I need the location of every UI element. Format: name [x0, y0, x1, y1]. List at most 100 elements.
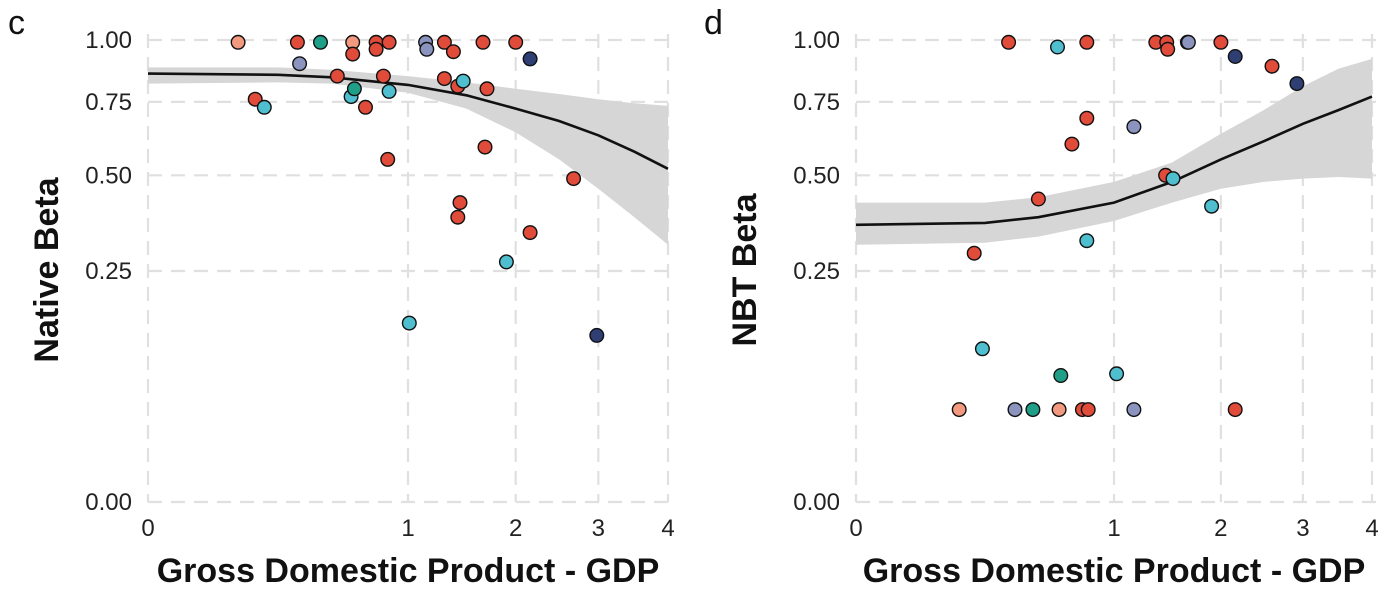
- data-point-c: [230, 34, 246, 50]
- fit-line-c: [147, 72, 669, 170]
- y-tick-label-c: 0.00: [85, 489, 132, 516]
- y-tick-label-d: 0.25: [793, 258, 840, 285]
- y-tick-label-c: 0.25: [85, 258, 132, 285]
- data-point-c: [589, 327, 605, 343]
- data-point-d: [1001, 34, 1017, 50]
- data-point-c: [522, 225, 538, 241]
- data-point-d: [1079, 110, 1095, 126]
- y-tick-label-d: 0.50: [793, 162, 840, 189]
- data-point-d: [1079, 34, 1095, 50]
- data-point-c: [380, 151, 396, 167]
- data-point-d: [1007, 402, 1023, 418]
- data-point-c: [256, 99, 272, 115]
- data-point-d: [1165, 171, 1181, 187]
- data-point-c: [401, 315, 417, 331]
- data-point-d: [966, 245, 982, 261]
- data-point-d: [1064, 136, 1080, 152]
- data-point-d: [1079, 233, 1095, 249]
- data-point-c: [358, 99, 374, 115]
- y-tick-label-d: 0.00: [793, 489, 840, 516]
- data-point-d: [951, 402, 967, 418]
- panel-c: c 0 1 2 3 4 0.00 0.25 0.50 0.75 1.00 Gross Domes…: [8, 4, 675, 590]
- x-axis-title-d: Gross Domestic Product - GDP: [863, 552, 1366, 590]
- x-tick-label-c: 0: [141, 515, 154, 542]
- data-point-d: [1264, 58, 1280, 74]
- panel-label-c: c: [8, 4, 25, 42]
- data-point-d: [1126, 119, 1142, 135]
- data-point-d: [1126, 402, 1142, 418]
- data-point-c: [381, 83, 397, 99]
- y-tick-labels-d: 0.00 0.25 0.50 0.75 1.00: [793, 27, 840, 516]
- confidence-band-area-d: [856, 58, 1372, 245]
- data-point-c: [345, 46, 361, 62]
- confidence-band-area-c: [148, 67, 668, 245]
- data-point-c: [375, 68, 391, 84]
- data-point-c: [289, 34, 305, 50]
- x-tick-labels-d: 0 1 2 3 4: [849, 515, 1378, 542]
- data-point-d: [1213, 34, 1229, 50]
- data-point-c: [566, 171, 582, 187]
- y-tick-label-c: 0.50: [85, 162, 132, 189]
- points-d: [951, 34, 1305, 418]
- x-axis-title-c: Gross Domestic Product - GDP: [157, 552, 660, 590]
- data-point-d: [1030, 191, 1046, 207]
- fit-curve-d: [855, 95, 1373, 227]
- points-c: [230, 34, 605, 343]
- data-point-c: [522, 51, 538, 67]
- y-tick-label-c: 0.75: [85, 89, 132, 116]
- data-point-d: [974, 341, 990, 357]
- data-point-c: [292, 56, 308, 72]
- x-tick-labels-c: 0 1 2 3 4: [141, 515, 674, 542]
- data-point-c: [419, 41, 435, 57]
- data-point-c: [381, 34, 397, 50]
- x-tick-label-d: 4: [1365, 515, 1378, 542]
- data-point-c: [477, 139, 493, 155]
- data-point-d: [1025, 402, 1041, 418]
- y-tick-label-c: 1.00: [85, 27, 132, 54]
- data-point-c: [508, 34, 524, 50]
- y-tick-label-d: 1.00: [793, 27, 840, 54]
- data-point-d: [1180, 34, 1196, 50]
- x-tick-label-d: 2: [1214, 515, 1227, 542]
- data-point-c: [436, 34, 452, 50]
- data-point-d: [1289, 76, 1305, 92]
- data-point-d: [1227, 402, 1243, 418]
- data-point-c: [498, 254, 514, 270]
- y-tick-label-d: 0.75: [793, 89, 840, 116]
- data-point-c: [329, 68, 345, 84]
- x-tick-label-d: 0: [849, 515, 862, 542]
- data-point-c: [475, 34, 491, 50]
- data-point-d: [1053, 368, 1069, 384]
- data-point-c: [479, 81, 495, 97]
- confidence-band-d: [856, 58, 1372, 245]
- x-tick-label-c: 3: [592, 515, 605, 542]
- x-tick-label-c: 4: [661, 515, 674, 542]
- x-tick-label-d: 1: [1107, 515, 1120, 542]
- panel-label-d: d: [704, 4, 723, 42]
- data-point-c: [313, 34, 329, 50]
- x-tick-label-c: 1: [401, 515, 414, 542]
- data-point-d: [1051, 402, 1067, 418]
- y-axis-title-d: NBT Beta: [726, 192, 764, 346]
- data-point-d: [1049, 39, 1065, 55]
- data-point-d: [1227, 49, 1243, 65]
- data-point-d: [1080, 402, 1096, 418]
- data-point-d: [1109, 366, 1125, 382]
- data-point-d: [1160, 41, 1176, 57]
- data-point-d: [1204, 198, 1220, 214]
- data-point-c: [346, 81, 362, 97]
- data-point-c: [450, 209, 466, 225]
- y-axis-title-c: Native Beta: [28, 176, 66, 362]
- confidence-band-c: [148, 67, 668, 245]
- data-point-c: [445, 44, 461, 60]
- x-tick-label-c: 2: [509, 515, 522, 542]
- fit-line-d: [855, 95, 1373, 227]
- x-tick-label-d: 3: [1296, 515, 1309, 542]
- data-point-c: [452, 195, 468, 211]
- data-point-c: [436, 71, 452, 87]
- data-point-c: [455, 73, 471, 89]
- panel-d: d 0 1 2 3 4 0.00 0.25 0.50 0.75 1.00 Gross Domes…: [704, 4, 1379, 590]
- data-point-c: [368, 41, 384, 57]
- fit-curve-c: [147, 72, 669, 170]
